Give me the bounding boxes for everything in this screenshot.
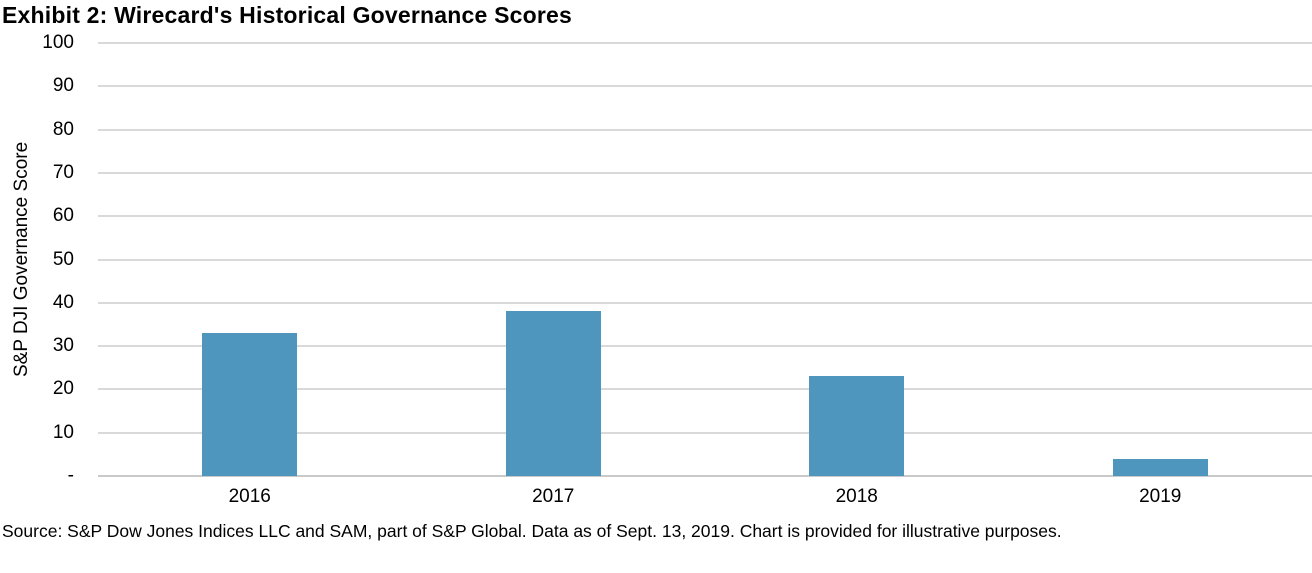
chart-title: Exhibit 2: Wirecard's Historical Governa…: [2, 2, 573, 28]
gridline: [98, 171, 1312, 174]
y-tick-label: 90: [52, 75, 74, 97]
y-tick-label: 100: [42, 32, 74, 53]
x-tick-label: 2016: [228, 486, 271, 507]
x-tick-label: 2019: [1139, 486, 1182, 507]
bar-2018: [809, 376, 905, 476]
gridline: [98, 128, 1312, 131]
x-tick-label: 2017: [532, 486, 575, 507]
gridline: [98, 388, 1312, 391]
x-axis-line: [98, 475, 1312, 477]
gridline: [98, 215, 1312, 218]
y-tick-label: 50: [52, 248, 74, 270]
bar-2017: [505, 311, 601, 476]
gridline: [98, 431, 1312, 434]
y-tick-label: 60: [52, 205, 74, 227]
y-tick-label: 70: [52, 161, 74, 183]
bar-2019: [1112, 458, 1208, 476]
y-tick-label: 40: [52, 291, 74, 313]
gridline: [98, 345, 1312, 348]
gridline: [98, 85, 1312, 88]
x-tick-label: 2018: [835, 486, 878, 507]
gridline: [98, 42, 1312, 44]
gridline: [98, 301, 1312, 304]
y-tick-label: 10: [52, 421, 74, 443]
gridline: [98, 258, 1312, 261]
source-note: Source: S&P Dow Jones Indices LLC and SA…: [2, 521, 1062, 541]
y-tick-label: 30: [52, 335, 74, 357]
y-tick-label: 20: [52, 378, 74, 400]
bar-2016: [202, 333, 298, 476]
y-tick-label: 80: [52, 118, 74, 140]
y-tick-label: -: [67, 465, 74, 486]
